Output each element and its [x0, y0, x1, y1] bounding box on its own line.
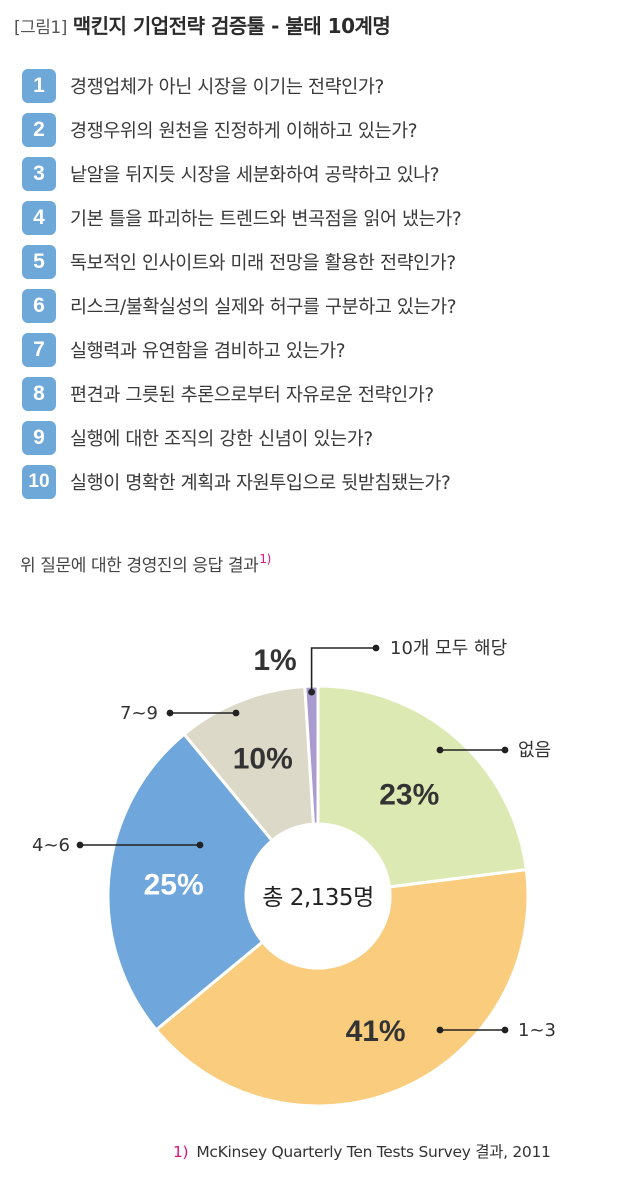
- question-text: 낱알을 뒤지듯 시장을 세분화하여 공략하고 있나?: [70, 165, 440, 186]
- subtitle-text: 위 질문에 대한 경영진의 응답 결과: [20, 556, 259, 576]
- slice-category-label: 4~6: [32, 835, 70, 856]
- leader-dot: [196, 841, 204, 849]
- question-item: 10 실행이 명확한 계획과 자원투입으로 뒷받침됐는가?: [22, 460, 632, 504]
- slice-category-label: 없음: [518, 740, 551, 761]
- slice-value-label: 1%: [253, 644, 296, 677]
- question-text: 기본 틀을 파괴하는 트렌드와 변곡점을 읽어 냈는가?: [70, 209, 462, 230]
- leader-dot: [436, 1026, 444, 1034]
- question-number-badge: 5: [22, 245, 56, 279]
- question-number-badge: 9: [22, 421, 56, 455]
- question-item: 6 리스크/불확실성의 실제와 허구를 구분하고 있는가?: [22, 284, 632, 328]
- question-number-badge: 1: [22, 69, 56, 103]
- donut-slice: [154, 868, 530, 1108]
- slice-category-label: 10개 모두 해당: [390, 638, 507, 659]
- question-number-badge: 10: [22, 465, 56, 499]
- question-text: 독보적인 인사이트와 미래 전망을 활용한 전략인가?: [70, 253, 456, 274]
- question-number-badge: 7: [22, 333, 56, 367]
- leader-dot: [232, 709, 240, 717]
- question-list: 1 경쟁업체가 아닌 시장을 이기는 전략인가? 2 경쟁우위의 원천을 진정하게 이…: [22, 64, 632, 504]
- slice-value-label: 10%: [233, 743, 293, 776]
- question-item: 3 낱알을 뒤지듯 시장을 세분화하여 공략하고 있나?: [22, 152, 632, 196]
- donut-slice: [316, 684, 529, 889]
- donut-slice: [303, 684, 320, 826]
- question-item: 1 경쟁업체가 아닌 시장을 이기는 전략인가?: [22, 64, 632, 108]
- question-text: 편견과 그릇된 추론으로부터 자유로운 전략인가?: [70, 385, 434, 406]
- leader-dot: [308, 688, 315, 696]
- slice-value-label: 41%: [346, 1015, 406, 1048]
- footnote-mark: 1): [173, 1143, 189, 1161]
- question-text: 실행에 대한 조직의 강한 신념이 있는가?: [70, 429, 373, 450]
- question-text: 리스크/불확실성의 실제와 허구를 구분하고 있는가?: [70, 297, 457, 318]
- question-number-badge: 6: [22, 289, 56, 323]
- source-footnote: 1) McKinsey Quarterly Ten Tests Survey 결과…: [173, 1140, 551, 1162]
- leader-dot: [501, 1026, 509, 1034]
- footnote-text: McKinsey Quarterly Ten Tests Survey 결과, …: [196, 1143, 551, 1161]
- leader-dot: [501, 746, 509, 754]
- chart-subtitle: 위 질문에 대한 경영진의 응답 결과1): [20, 551, 271, 576]
- subtitle-footnote-ref: 1): [259, 552, 271, 566]
- leader-dot: [76, 841, 84, 849]
- slice-value-label: 23%: [379, 778, 439, 811]
- question-item: 9 실행에 대한 조직의 강한 신념이 있는가?: [22, 416, 632, 460]
- figure-tag: [그림1]: [14, 18, 67, 38]
- leader-dot: [166, 709, 174, 717]
- donut-chart: 23% 없음 41% 1~3 25% 4~6 10% 7~9 1% 10개 모두 해당총 2,13…: [32, 638, 556, 1108]
- slice-value-label: 25%: [144, 868, 204, 901]
- question-text: 실행력과 유연함을 겸비하고 있는가?: [70, 341, 346, 362]
- donut-slice: [106, 732, 275, 1032]
- question-item: 8 편견과 그릇된 추론으로부터 자유로운 전략인가?: [22, 372, 632, 416]
- question-number-badge: 4: [22, 201, 56, 235]
- donut-center-label: 총 2,135명: [262, 885, 373, 911]
- question-item: 2 경쟁우위의 원천을 진정하게 이해하고 있는가?: [22, 108, 632, 152]
- figure-name: 맥킨지 기업전략 검증툴 - 불태 10계명: [72, 14, 391, 38]
- leader-dot: [436, 746, 444, 754]
- question-number-badge: 2: [22, 113, 56, 147]
- figure-title: [그림1] 맥킨지 기업전략 검증툴 - 불태 10계명: [14, 10, 391, 39]
- question-item: 5 독보적인 인사이트와 미래 전망을 활용한 전략인가?: [22, 240, 632, 284]
- leader-line: [310, 647, 376, 693]
- question-text: 경쟁우위의 원천을 진정하게 이해하고 있는가?: [70, 121, 418, 142]
- question-number-badge: 8: [22, 377, 56, 411]
- slice-category-label: 1~3: [518, 1020, 556, 1041]
- slice-category-label: 7~9: [120, 703, 158, 724]
- question-item: 4 기본 틀을 파괴하는 트렌드와 변곡점을 읽어 냈는가?: [22, 196, 632, 240]
- question-text: 실행이 명확한 계획과 자원투입으로 뒷받침됐는가?: [70, 473, 451, 494]
- question-text: 경쟁업체가 아닌 시장을 이기는 전략인가?: [70, 77, 384, 98]
- leader-dot: [372, 644, 380, 652]
- question-number-badge: 3: [22, 157, 56, 191]
- question-item: 7 실행력과 유연함을 겸비하고 있는가?: [22, 328, 632, 372]
